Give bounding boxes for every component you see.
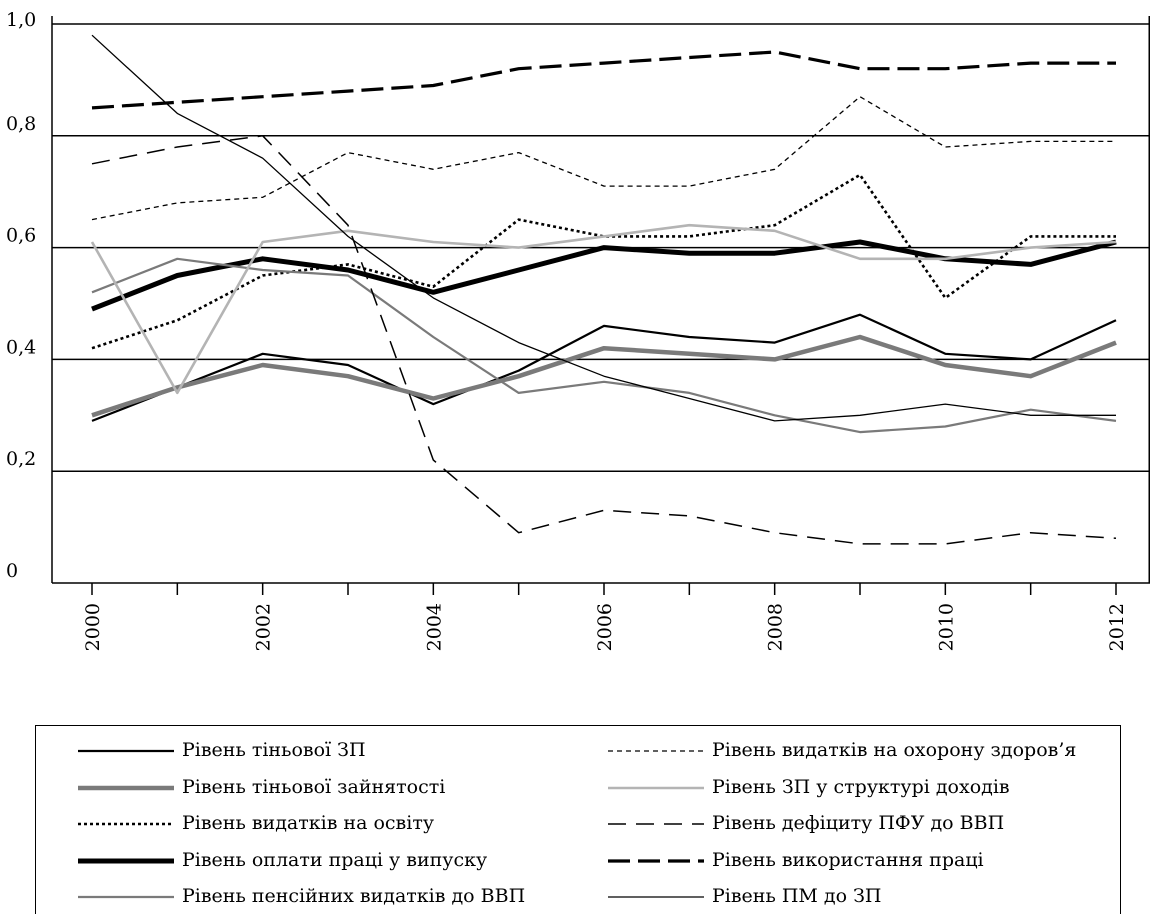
y-tick-label: 0 xyxy=(6,560,18,582)
legend-label: Рівень ПМ до ЗП xyxy=(712,885,882,907)
legend-item: Рівень використання праці xyxy=(606,848,1106,884)
legend-label: Рівень ЗП у структурі доходів xyxy=(712,775,1010,798)
x-tick-label: 2012 xyxy=(1106,603,1128,651)
legend-label: Рівень видатків на освіту xyxy=(182,812,435,834)
legend-label: Рівень тіньової ЗП xyxy=(182,739,366,761)
series-line-4 xyxy=(91,257,1117,434)
tick-labels: 0 0,2 0,4 0,6 0,8 1,0 2000 2002 2004 2006 2008 2010… xyxy=(6,9,1128,651)
series-line-0 xyxy=(91,313,1117,422)
series-line-2 xyxy=(91,173,1116,350)
legend: Рівень тіньової ЗП Рівень тіньової зайнят… xyxy=(35,725,1121,914)
legend-swatch xyxy=(78,858,174,863)
legend-swatch xyxy=(78,895,174,899)
legend-swatch xyxy=(78,749,174,753)
series-lines xyxy=(90,34,1117,545)
series-line-9 xyxy=(91,34,1116,422)
series-line-8 xyxy=(91,50,1116,110)
series-line-5 xyxy=(91,96,1116,221)
legend-item: Рівень ЗП у структурі доходів xyxy=(606,775,1106,811)
legend-item: Рівень оплати праці у випуску xyxy=(76,848,576,884)
series-line-6 xyxy=(90,223,1117,395)
legend-item: Рівень ПМ до ЗП xyxy=(606,884,1106,920)
legend-label: Рівень пенсійних видатків до ВВП xyxy=(182,885,526,907)
legend-swatch xyxy=(608,858,704,863)
legend-item: Рівень видатків на освіту xyxy=(76,811,576,847)
legend-swatch xyxy=(608,786,704,789)
legend-swatch xyxy=(78,822,174,826)
y-tick-label: 0,4 xyxy=(6,336,36,358)
series-line-3 xyxy=(91,239,1117,312)
x-tick-label: 2000 xyxy=(82,603,104,651)
x-tick-label: 2006 xyxy=(594,603,616,651)
legend-label: Рівень оплати праці у випуску xyxy=(182,848,488,871)
x-tick-label: 2002 xyxy=(253,603,275,651)
legend-swatch xyxy=(608,896,704,898)
series-line-1 xyxy=(91,334,1117,418)
legend-label: Рівень тіньової зайнятості xyxy=(182,775,446,798)
y-tick-label: 0,8 xyxy=(6,113,36,135)
legend-item: Рівень тіньової зайнятості xyxy=(76,775,576,811)
y-tick-label: 0,6 xyxy=(6,225,36,247)
legend-item: Рівень видатків на охорону здоров’я xyxy=(606,738,1106,774)
x-tick-label: 2004 xyxy=(423,603,445,651)
legend-label: Рівень видатків на охорону здоров’я xyxy=(712,739,1077,761)
series-line-7 xyxy=(91,135,1117,545)
legend-item: Рівень тіньової ЗП xyxy=(76,738,576,774)
legend-label: Рівень використання праці xyxy=(712,848,984,871)
y-tick-label: 1,0 xyxy=(6,9,36,31)
legend-label: Рівень дефіциту ПФУ до ВВП xyxy=(712,812,1005,834)
legend-swatch xyxy=(608,823,704,825)
legend-swatch xyxy=(78,785,174,790)
line-chart: 0 0,2 0,4 0,6 0,8 1,0 2000 2002 2004 2006 2008 2010… xyxy=(6,9,1150,651)
y-tick-label: 0,2 xyxy=(6,448,36,470)
legend-item: Рівень дефіциту ПФУ до ВВП xyxy=(606,811,1106,847)
legend-item: Рівень пенсійних видатків до ВВП xyxy=(76,884,576,920)
legend-swatch xyxy=(608,750,704,752)
x-tick-label: 2010 xyxy=(935,603,957,651)
axes xyxy=(51,16,1150,595)
x-tick-label: 2008 xyxy=(765,603,787,651)
